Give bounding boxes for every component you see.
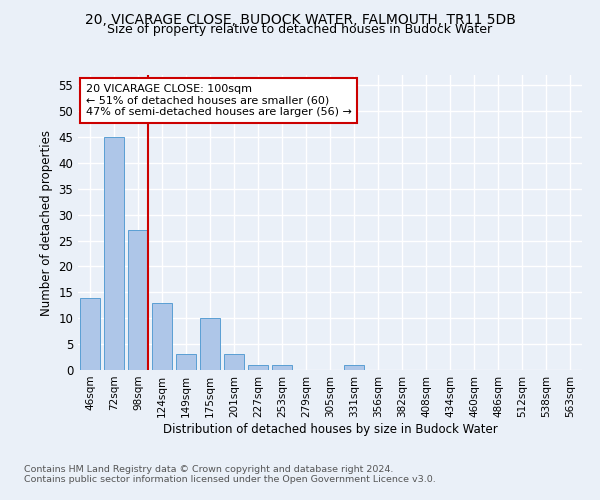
Bar xyxy=(344,365,364,370)
Text: Distribution of detached houses by size in Budock Water: Distribution of detached houses by size … xyxy=(163,422,497,436)
Bar xyxy=(176,354,196,370)
Bar xyxy=(128,230,148,370)
Text: 20 VICARAGE CLOSE: 100sqm
← 51% of detached houses are smaller (60)
47% of semi-: 20 VICARAGE CLOSE: 100sqm ← 51% of detac… xyxy=(86,84,352,117)
Bar xyxy=(248,365,268,370)
Text: 20, VICARAGE CLOSE, BUDOCK WATER, FALMOUTH, TR11 5DB: 20, VICARAGE CLOSE, BUDOCK WATER, FALMOU… xyxy=(85,12,515,26)
Bar xyxy=(104,137,124,370)
Text: Size of property relative to detached houses in Budock Water: Size of property relative to detached ho… xyxy=(107,22,493,36)
Text: Contains HM Land Registry data © Crown copyright and database right 2024.: Contains HM Land Registry data © Crown c… xyxy=(24,465,394,474)
Bar xyxy=(224,354,244,370)
Bar xyxy=(200,318,220,370)
Text: Contains public sector information licensed under the Open Government Licence v3: Contains public sector information licen… xyxy=(24,475,436,484)
Bar xyxy=(272,365,292,370)
Bar xyxy=(80,298,100,370)
Bar xyxy=(152,302,172,370)
Y-axis label: Number of detached properties: Number of detached properties xyxy=(40,130,53,316)
